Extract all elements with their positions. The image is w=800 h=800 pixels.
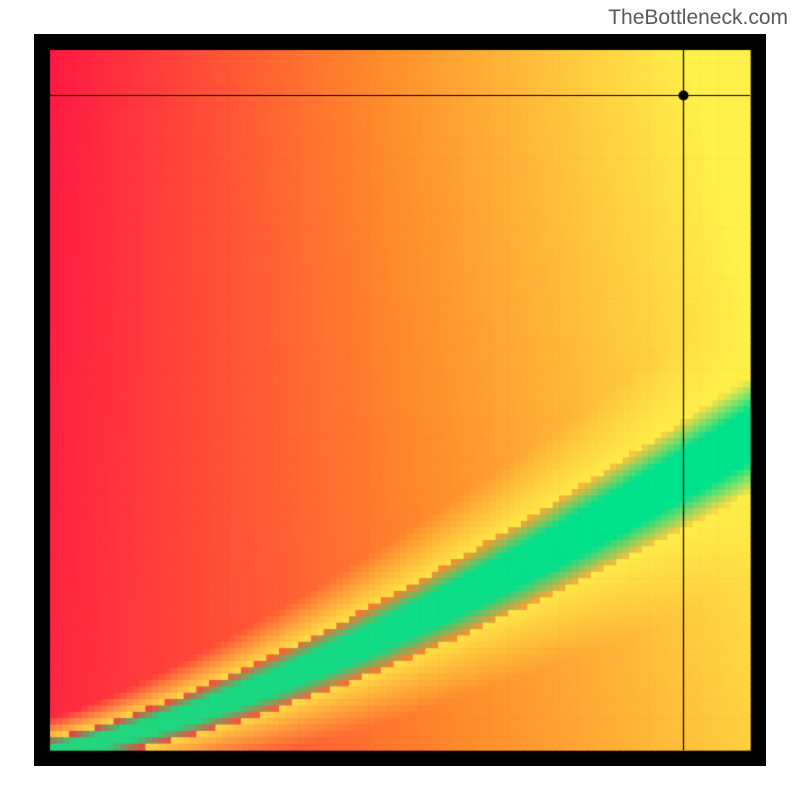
bottleneck-heatmap: [34, 34, 766, 766]
chart-container: TheBottleneck.com: [0, 0, 800, 800]
watermark-text: TheBottleneck.com: [608, 6, 788, 30]
chart-frame: [34, 34, 766, 766]
